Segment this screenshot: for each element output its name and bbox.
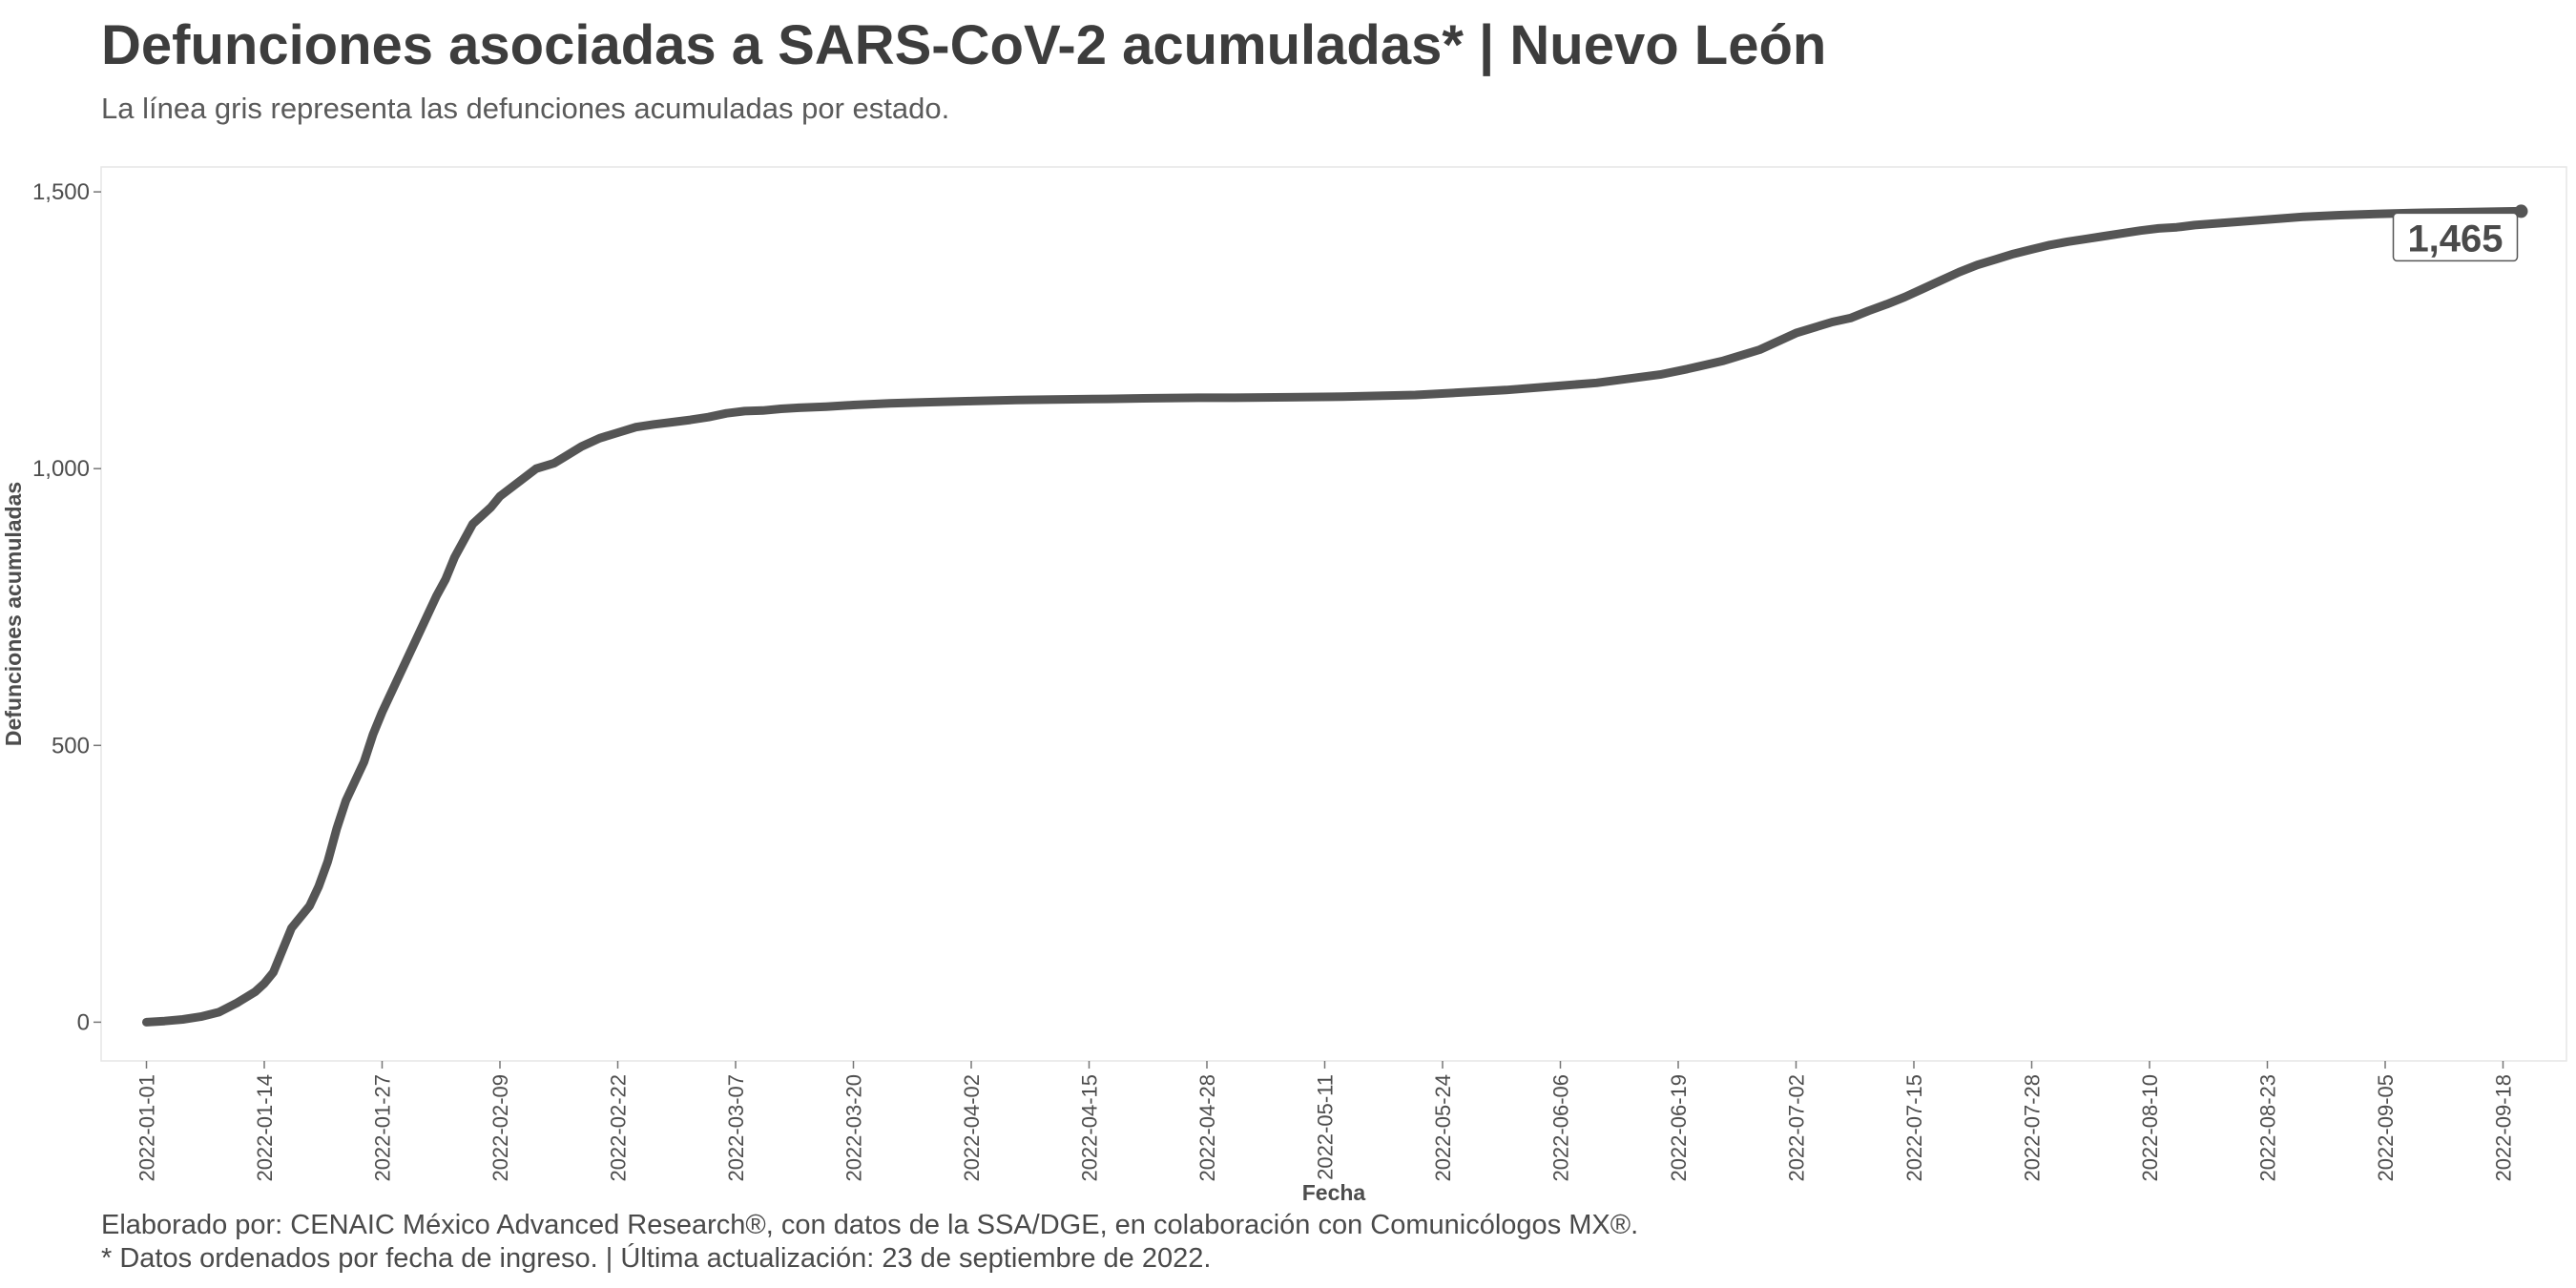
series-line-nuevo-leon bbox=[142, 206, 2525, 1027]
credit-caption: Elaborado por: CENAIC México Advanced Re… bbox=[101, 1210, 1639, 1240]
x-tick-label: 2022-04-28 bbox=[1195, 1074, 1219, 1182]
x-tick-label: 2022-07-02 bbox=[1785, 1074, 1809, 1182]
y-tick-label: 1,000 bbox=[32, 456, 90, 482]
end-value-label-box bbox=[2392, 212, 2519, 262]
x-tick-label: 2022-03-07 bbox=[724, 1074, 748, 1182]
x-tick-label: 2022-08-10 bbox=[2138, 1074, 2162, 1182]
x-tick-label: 2022-01-14 bbox=[253, 1074, 277, 1182]
x-tick-label: 2022-01-27 bbox=[371, 1074, 395, 1182]
y-tick-label: 500 bbox=[52, 733, 90, 758]
x-axis-ticks: 2022-01-01 2022-01-14 2022-01-27 2022-02-09… bbox=[135, 1061, 2516, 1182]
x-tick-label: 2022-09-05 bbox=[2374, 1074, 2398, 1182]
x-tick-label: 2022-02-09 bbox=[488, 1074, 512, 1182]
y-axis-ticks: 0 500 1,000 1,500 bbox=[32, 179, 101, 1035]
note-caption: * Datos ordenados por fecha de ingreso. … bbox=[101, 1243, 1212, 1274]
x-tick-label: 2022-06-06 bbox=[1549, 1074, 1573, 1182]
x-tick-label: 2022-02-22 bbox=[607, 1074, 631, 1182]
x-tick-label: 2022-08-23 bbox=[2256, 1074, 2280, 1182]
y-tick-label: 0 bbox=[77, 1009, 90, 1035]
x-axis-title: Fecha bbox=[1302, 1180, 1366, 1205]
x-tick-label: 2022-06-19 bbox=[1667, 1074, 1691, 1182]
end-value-label: 1,465 bbox=[2392, 212, 2519, 262]
end-value-label-text: 1,465 bbox=[2407, 218, 2503, 260]
x-tick-label: 2022-04-02 bbox=[960, 1074, 984, 1182]
chart-subtitle: La línea gris representa las defunciones… bbox=[101, 92, 950, 125]
x-tick-label: 2022-09-18 bbox=[2492, 1074, 2516, 1182]
chart-title: Defunciones asociadas a SARS-CoV-2 acumu… bbox=[101, 14, 1827, 76]
series-end-point bbox=[2514, 204, 2528, 218]
x-tick-label: 2022-05-11 bbox=[1314, 1074, 1338, 1180]
x-tick-label: 2022-07-15 bbox=[1902, 1074, 1926, 1182]
y-axis-title: Defunciones acumuladas bbox=[1, 482, 26, 746]
x-tick-label: 2022-04-15 bbox=[1078, 1074, 1102, 1182]
x-tick-label: 2022-03-20 bbox=[842, 1074, 866, 1182]
x-tick-label: 2022-01-01 bbox=[135, 1074, 159, 1182]
y-tick-label: 1,500 bbox=[32, 179, 90, 205]
x-tick-label: 2022-05-24 bbox=[1431, 1074, 1455, 1182]
plot-panel bbox=[100, 166, 2567, 1062]
x-tick-label: 2022-07-28 bbox=[2021, 1074, 2045, 1182]
